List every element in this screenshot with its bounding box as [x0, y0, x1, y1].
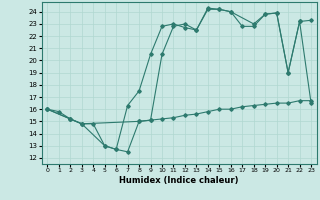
- X-axis label: Humidex (Indice chaleur): Humidex (Indice chaleur): [119, 176, 239, 185]
